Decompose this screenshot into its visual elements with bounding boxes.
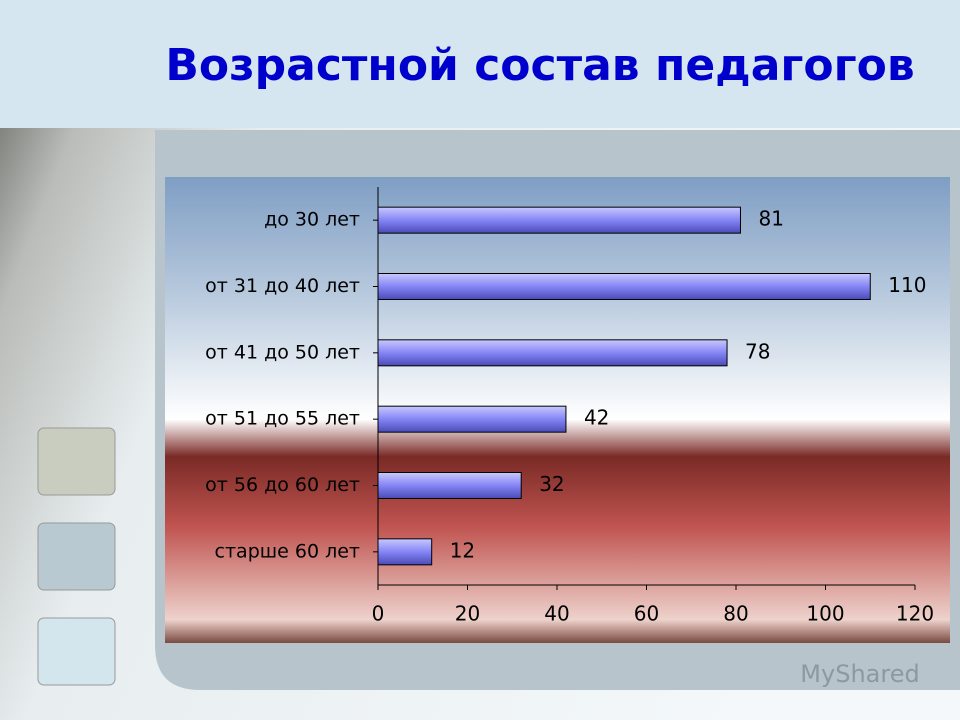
y-tick-label: старше 60 лет [215,540,360,562]
y-tick-label: от 41 до 50 лет [205,341,360,363]
deco-square [37,427,116,496]
bar [377,405,567,433]
x-tick-label: 80 [723,602,748,626]
y-tick-label: до 30 лет [264,209,360,231]
x-tick-label: 100 [806,602,844,626]
y-tick-label: от 51 до 55 лет [205,408,360,430]
x-tick-label: 120 [896,602,934,626]
bar [377,206,741,234]
x-tick-label: 0 [372,602,385,626]
bar [377,538,433,566]
watermark: MyShared [800,660,919,688]
deco-square [37,617,116,686]
value-label: 81 [758,207,783,231]
y-tick-label: от 31 до 40 лет [205,275,360,297]
x-tick-label: 60 [634,602,659,626]
bar [377,273,871,300]
deco-square [37,522,116,591]
bar [377,472,522,499]
value-label: 78 [745,339,770,363]
value-label: 42 [584,406,609,430]
x-tick-label: 40 [544,602,569,626]
bar [377,339,728,367]
value-label: 32 [539,472,564,496]
value-label: 110 [888,273,926,297]
header-band [0,0,960,128]
x-tick-label: 20 [455,602,480,626]
value-label: 12 [450,538,475,562]
y-tick-label: от 56 до 60 лет [205,474,360,496]
chart-title: Возрастной состав педагогов [165,40,914,91]
